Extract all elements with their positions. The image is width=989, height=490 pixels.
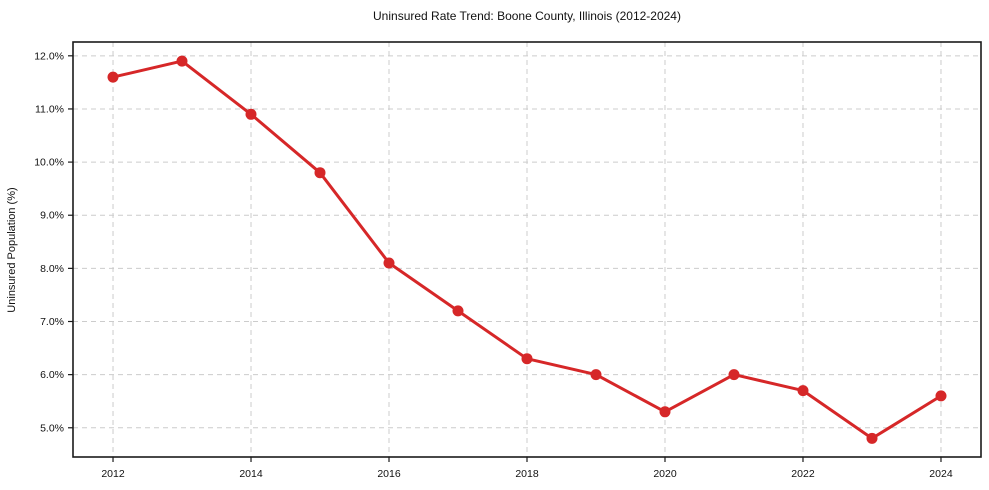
x-tick-label: 2024 <box>929 468 953 480</box>
data-point <box>107 71 119 83</box>
chart-title: Uninsured Rate Trend: Boone County, Illi… <box>373 9 681 23</box>
data-point <box>245 108 257 120</box>
data-point <box>314 167 326 179</box>
data-point <box>797 385 809 397</box>
y-tick-label: 12.0% <box>34 50 64 62</box>
y-axis-label: Uninsured Population (%) <box>6 187 18 313</box>
data-point <box>728 369 740 381</box>
x-tick-label: 2018 <box>515 468 539 480</box>
x-tick-label: 2020 <box>653 468 677 480</box>
x-tick-label: 2022 <box>791 468 815 480</box>
data-point <box>383 257 395 269</box>
data-point <box>659 406 671 418</box>
data-point <box>935 390 947 402</box>
y-tick-label: 5.0% <box>40 422 64 434</box>
y-tick-label: 6.0% <box>40 369 64 381</box>
y-tick-label: 10.0% <box>34 157 64 169</box>
data-point <box>452 305 464 317</box>
data-point <box>866 432 878 444</box>
data-point <box>521 353 533 365</box>
y-tick-label: 9.0% <box>40 210 64 222</box>
data-point <box>176 55 188 67</box>
x-tick-label: 2012 <box>101 468 125 480</box>
y-tick-label: 11.0% <box>35 103 64 115</box>
y-tick-label: 7.0% <box>40 316 64 328</box>
y-tick-label: 8.0% <box>40 263 64 275</box>
data-point <box>590 369 602 381</box>
x-tick-label: 2016 <box>377 468 401 480</box>
x-tick-label: 2014 <box>239 468 263 480</box>
